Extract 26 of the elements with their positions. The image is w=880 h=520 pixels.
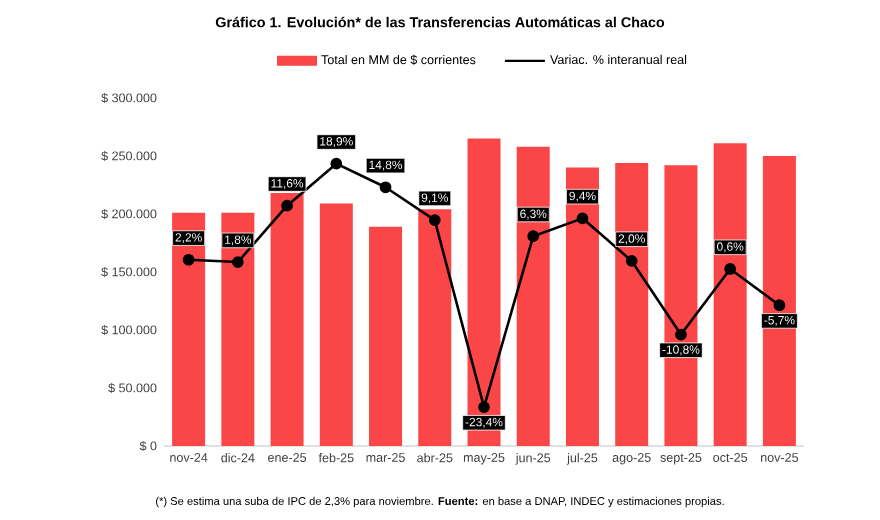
point <box>478 401 490 413</box>
bar <box>319 203 353 446</box>
point <box>428 214 441 226</box>
bar <box>172 212 206 446</box>
bar <box>713 143 747 446</box>
point <box>379 181 392 194</box>
point <box>527 230 540 243</box>
bar <box>270 193 304 446</box>
bar <box>565 167 599 446</box>
point <box>576 212 589 225</box>
point <box>182 253 195 266</box>
bar <box>762 156 796 446</box>
bar <box>221 212 255 446</box>
point <box>625 255 638 267</box>
point <box>281 199 293 212</box>
bar <box>615 162 649 446</box>
bar <box>369 226 403 446</box>
point <box>724 263 737 275</box>
bar <box>418 209 452 446</box>
point <box>675 328 687 341</box>
bar <box>467 138 501 446</box>
point <box>773 299 786 312</box>
point <box>231 256 244 268</box>
bar <box>664 165 698 446</box>
point <box>330 157 343 170</box>
bar <box>516 146 550 446</box>
